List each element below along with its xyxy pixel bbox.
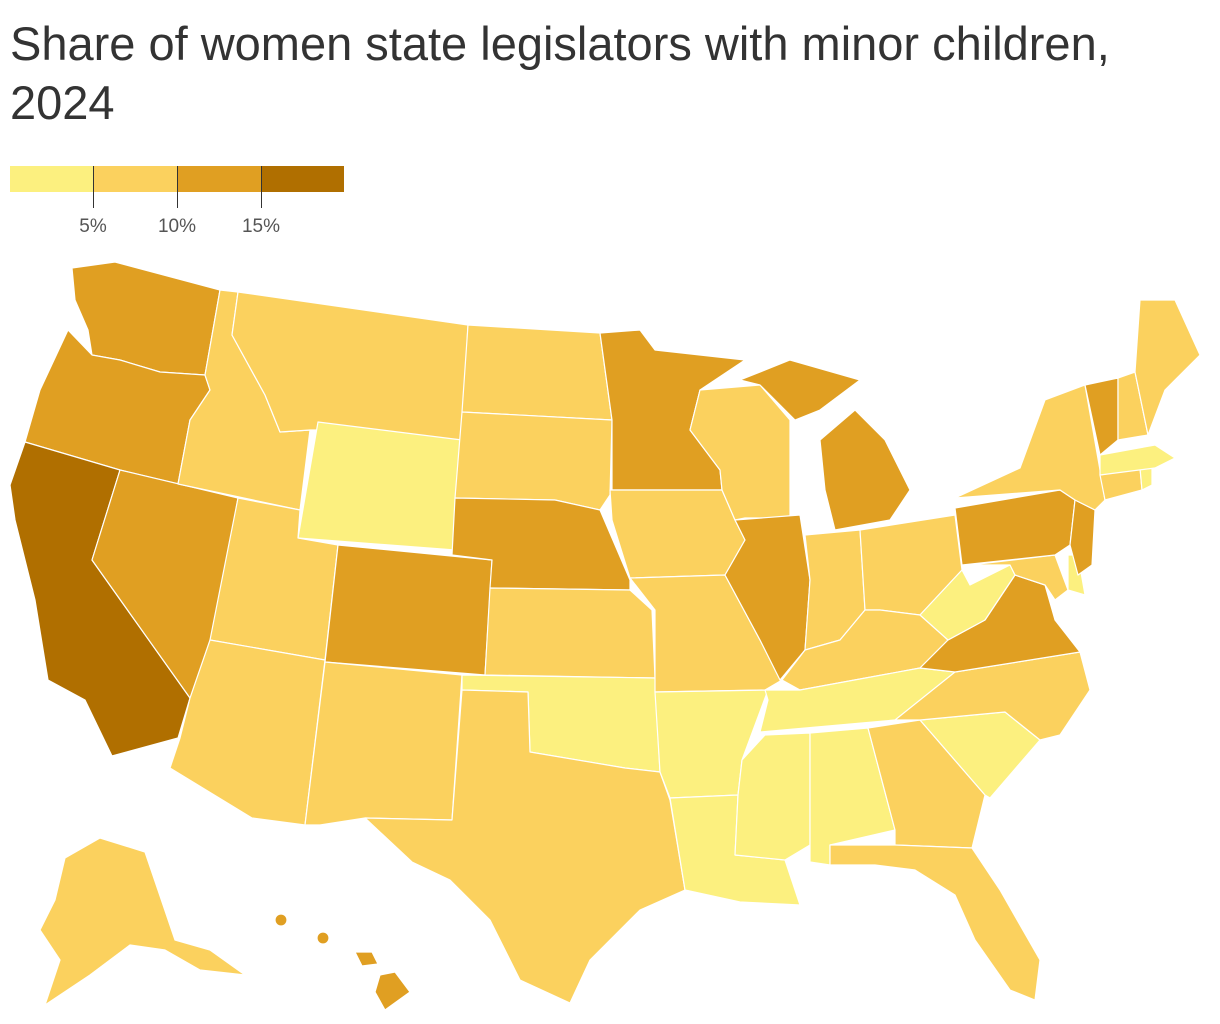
state-hi-maui[interactable] [354,951,379,967]
state-pa[interactable] [954,489,1076,566]
state-me[interactable] [1134,299,1201,436]
legend-swatch-3 [177,166,261,192]
state-tx[interactable] [364,689,686,1004]
state-wy[interactable] [297,421,463,551]
legend-label-15: 15% [241,216,281,237]
state-ri[interactable] [1139,467,1153,491]
state-wi[interactable] [689,384,791,521]
state-nd[interactable] [461,324,613,421]
state-nm[interactable] [304,661,463,826]
state-il[interactable] [724,514,811,681]
state-ma[interactable] [1099,444,1176,476]
legend-swatch-1 [10,166,94,192]
state-ia[interactable] [609,489,746,579]
state-hi-kauai[interactable] [274,913,288,927]
state-ak[interactable] [39,837,246,1006]
state-hi-big-island[interactable] [374,971,411,1011]
legend-tick-10 [177,166,178,208]
state-mi-lower[interactable] [819,409,911,531]
chart-title: Share of women state legislators with mi… [10,17,1110,129]
color-legend: 5% 10% 15% [10,166,344,246]
state-ms[interactable] [734,732,811,861]
us-states-map [9,261,1201,1011]
state-mi-upper[interactable] [739,359,861,421]
legend-label-10: 10% [157,216,197,237]
legend-swatch-2 [93,166,177,192]
legend-tick-5 [93,166,94,208]
legend-swatch-4 [260,166,344,192]
legend-tick-15 [261,166,262,208]
state-ks[interactable] [484,587,656,679]
state-fl[interactable] [829,844,1041,1001]
state-md[interactable] [969,554,1069,601]
legend-color-bar [10,166,344,192]
state-ny[interactable] [954,384,1106,511]
state-hi-oahu[interactable] [316,931,330,945]
state-co[interactable] [324,544,493,676]
legend-label-5: 5% [79,216,107,237]
state-sd[interactable] [454,411,613,511]
